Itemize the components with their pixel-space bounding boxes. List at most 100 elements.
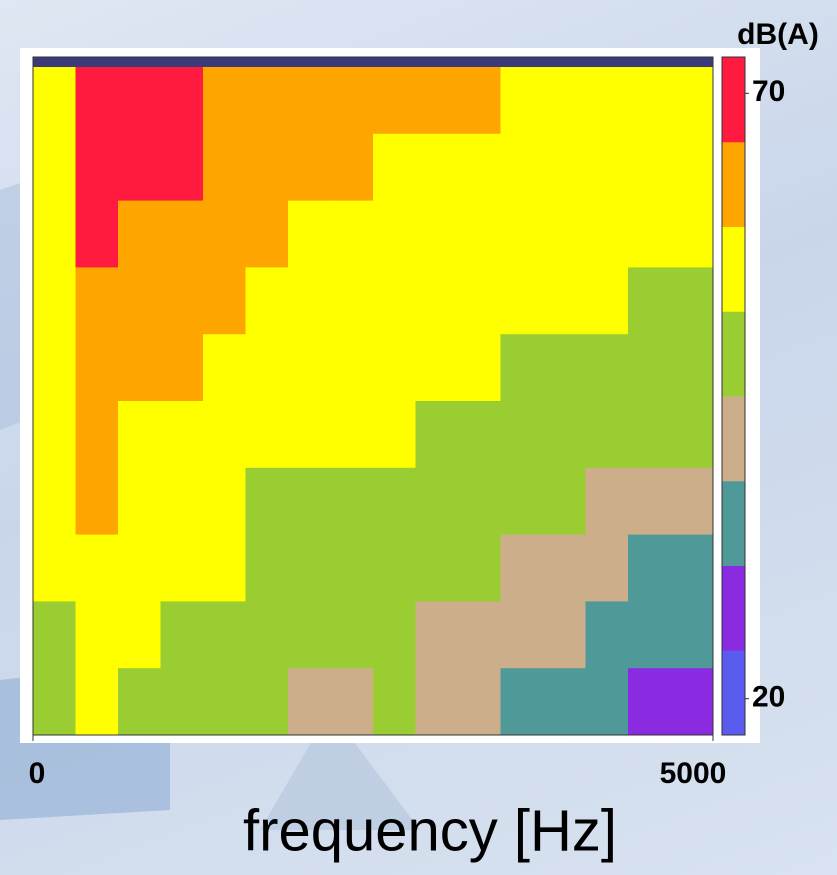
cell [160,401,204,469]
cell [415,467,459,536]
cell [288,334,331,402]
cell [160,267,204,335]
cell [585,67,629,135]
cell [203,534,246,602]
cell [585,401,629,469]
cell [288,534,331,602]
cell [203,200,246,268]
cell [160,534,204,602]
colorbar-band [722,650,745,736]
cell [585,334,629,402]
cell [33,401,76,469]
colorbar-band [722,480,745,566]
cell [373,267,416,335]
cell [288,668,331,736]
cell [33,668,76,736]
cell [288,601,331,669]
cell [458,601,501,669]
cell [373,67,416,135]
cell [500,334,544,402]
cell [75,67,119,135]
cell [543,67,586,135]
plot-border [32,56,714,736]
cell [670,267,714,335]
cell [415,534,459,602]
cell [670,467,714,536]
cell [330,601,374,669]
cell [543,601,586,669]
cell [118,668,161,736]
cell [330,133,374,202]
cell [585,200,629,268]
cell [33,133,76,202]
cell [628,401,671,469]
cell [245,668,289,736]
cell [75,133,119,202]
cell [118,601,161,669]
cell [670,668,714,736]
cell [500,601,544,669]
cell [670,133,714,202]
cell [118,267,161,335]
cell [330,534,374,602]
cell [245,534,289,602]
cell [543,334,586,402]
cell [458,267,501,335]
background-shape [260,710,420,830]
cell [118,200,161,268]
cell [330,267,374,335]
cell [670,334,714,402]
cell [160,601,204,669]
cell [118,133,161,202]
cell [245,334,289,402]
cell [288,267,331,335]
cell [628,133,671,202]
colorbar-tick-label: 70 [752,75,785,108]
colorbar-tick-label: 20 [752,681,785,714]
colorbar-band [722,565,745,651]
cell [458,133,501,202]
cell [245,67,289,135]
cell [203,668,246,736]
cell [288,133,331,202]
cell [203,401,246,469]
cell [33,467,76,536]
cell [543,401,586,469]
x-tick-label: 5000 [660,757,727,790]
cell [670,401,714,469]
cell [33,601,76,669]
cell [415,334,459,402]
cell [628,467,671,536]
cell [75,668,119,736]
cell [543,200,586,268]
cell [628,334,671,402]
cell [670,200,714,268]
cell [203,601,246,669]
cell [373,467,416,536]
cell [330,467,374,536]
cell [118,467,161,536]
cell [75,334,119,402]
colorbar-label: dB(A) [737,18,819,51]
x-axis-label: frequency [Hz] [243,798,617,863]
cell [203,133,246,202]
cell [330,200,374,268]
cell [458,401,501,469]
cell [245,467,289,536]
cell [585,133,629,202]
cell [75,534,119,602]
cell [628,200,671,268]
cell [288,467,331,536]
cell [458,200,501,268]
cell [75,267,119,335]
cell [628,67,671,135]
cell [458,668,501,736]
cell [118,334,161,402]
colorbar-band [722,57,745,143]
cell [330,401,374,469]
cell [33,200,76,268]
cell [245,133,289,202]
cell [160,334,204,402]
cell [245,200,289,268]
